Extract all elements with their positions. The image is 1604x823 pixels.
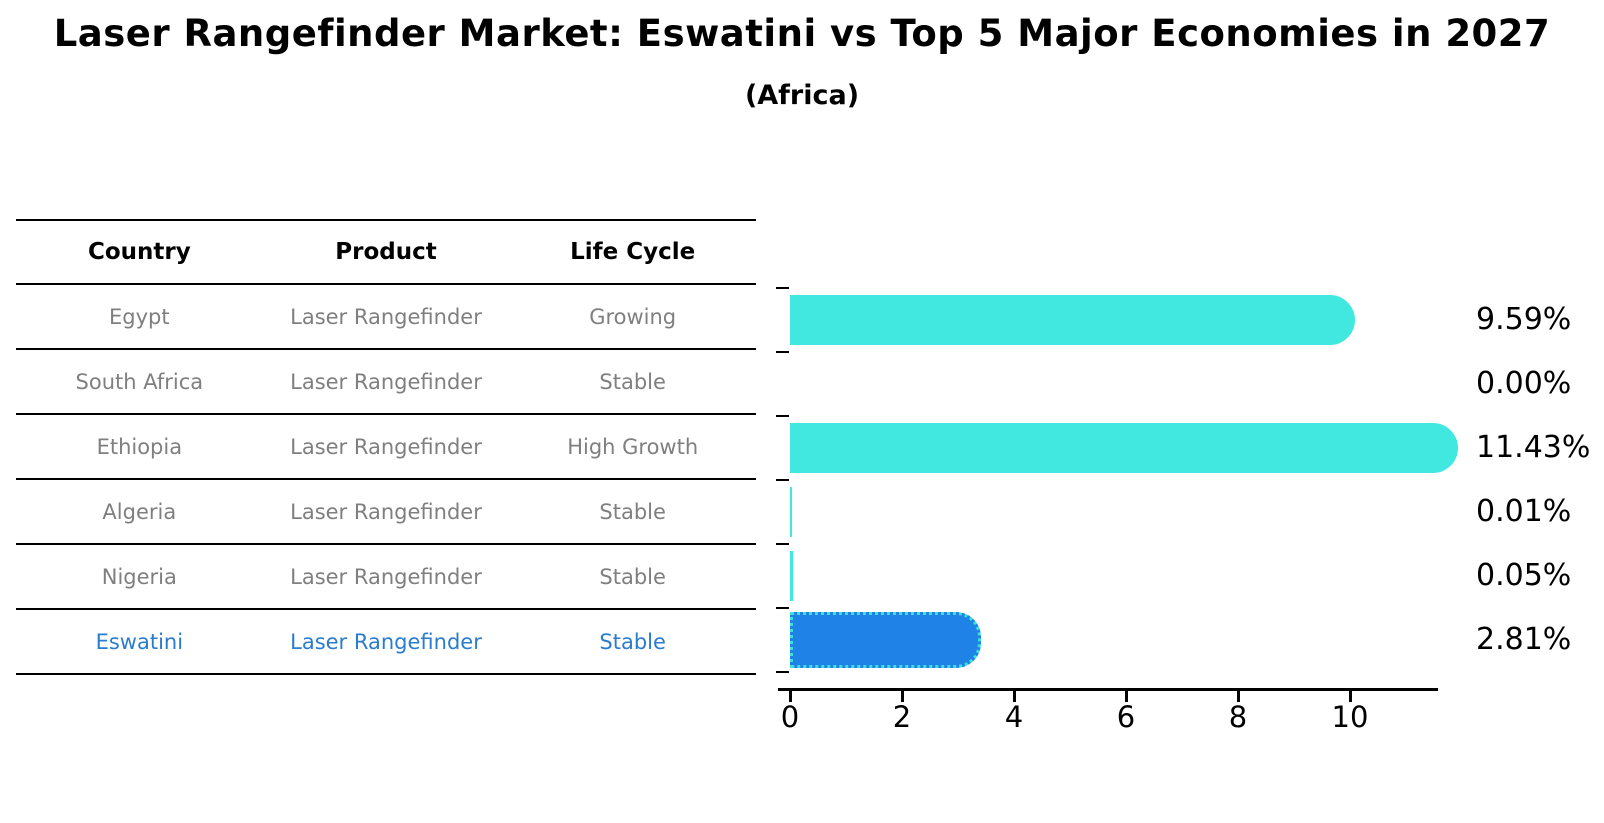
table-cell-country: Ethiopia <box>96 434 183 459</box>
bar-egypt <box>790 295 1356 345</box>
value-label-algeria: 0.01% <box>1476 494 1572 529</box>
y-axis-tick <box>776 351 789 353</box>
table-cell-product: Laser Rangefinder <box>290 564 482 589</box>
table-cell-product: Laser Rangefinder <box>290 629 482 654</box>
bar-algeria <box>790 487 792 537</box>
column-header-country: Country <box>87 239 191 265</box>
table-row: Eswatini Laser Rangefinder Stable <box>16 610 756 675</box>
value-label-egypt: 9.59% <box>1476 302 1572 337</box>
x-axis-tick <box>789 691 792 702</box>
column-header-life-cycle: Life Cycle <box>570 239 696 265</box>
x-axis-line <box>778 688 1438 691</box>
y-axis-tick <box>776 479 789 481</box>
x-axis-tick-label: 10 <box>1331 700 1369 734</box>
bar-ethiopia <box>790 423 1459 473</box>
table-body: Egypt Laser Rangefinder Growing South Afric… <box>16 285 756 675</box>
table-row: Ethiopia Laser Rangefinder High Growth <box>16 415 756 480</box>
table-cell-product: Laser Rangefinder <box>290 304 482 329</box>
x-axis-tick <box>1349 691 1352 702</box>
table-cell-life-cycle: Stable <box>599 499 666 524</box>
value-label-eswatini: 2.81% <box>1476 622 1572 657</box>
x-axis-tick <box>1237 691 1240 702</box>
x-axis-tick-label: 6 <box>1116 700 1136 734</box>
y-axis-tick <box>776 415 789 417</box>
table-row: Algeria Laser Rangefinder Stable <box>16 480 756 545</box>
table-cell-product: Laser Rangefinder <box>290 434 482 459</box>
table-cell-life-cycle: High Growth <box>567 434 699 459</box>
chart-subtitle: (Africa) <box>744 80 860 111</box>
table-cell-product: Laser Rangefinder <box>290 369 482 394</box>
table-cell-life-cycle: Stable <box>599 629 666 654</box>
table-row: Egypt Laser Rangefinder Growing <box>16 285 756 350</box>
table-header-row: Country Product Life Cycle <box>16 219 756 285</box>
table-cell-country: Egypt <box>109 304 170 329</box>
x-axis-tick-label: 0 <box>780 700 800 734</box>
x-axis-tick <box>1013 691 1016 702</box>
x-axis-tick <box>1125 691 1128 702</box>
table-cell-country: Eswatini <box>95 629 184 654</box>
country-table: Country Product Life Cycle Egypt Laser Ra… <box>16 219 756 675</box>
chart-title: Laser Rangefinder Market: Eswatini vs To… <box>53 12 1551 55</box>
x-axis-tick <box>901 691 904 702</box>
table-cell-product: Laser Rangefinder <box>290 499 482 524</box>
table-cell-country: Algeria <box>102 499 177 524</box>
table-row: Nigeria Laser Rangefinder Stable <box>16 545 756 610</box>
table-cell-life-cycle: Stable <box>599 369 666 394</box>
bar-nigeria <box>790 551 793 601</box>
x-axis-tick-label: 2 <box>892 700 912 734</box>
x-axis-tick-label: 4 <box>1004 700 1024 734</box>
y-axis-tick <box>776 607 789 609</box>
y-axis-tick <box>776 287 789 289</box>
bar-eswatini <box>790 612 982 668</box>
table-cell-life-cycle: Stable <box>599 564 666 589</box>
table-cell-country: South Africa <box>75 369 204 394</box>
y-axis-tick <box>776 671 789 673</box>
table-row: South Africa Laser Rangefinder Stable <box>16 350 756 415</box>
column-header-product: Product <box>335 239 437 265</box>
table-cell-life-cycle: Growing <box>589 304 677 329</box>
value-label-ethiopia: 11.43% <box>1476 430 1591 465</box>
table-cell-country: Nigeria <box>101 564 177 589</box>
x-axis-tick-label: 8 <box>1228 700 1248 734</box>
value-label-nigeria: 0.05% <box>1476 558 1572 593</box>
y-axis-tick <box>776 543 789 545</box>
value-label-south-africa: 0.00% <box>1476 366 1572 401</box>
